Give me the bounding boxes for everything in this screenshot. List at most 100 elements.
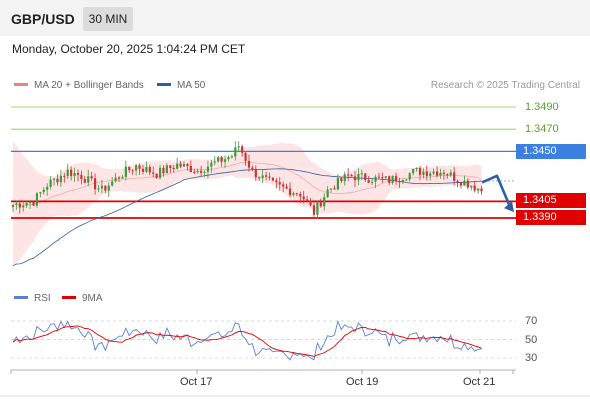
candle-body bbox=[254, 168, 257, 178]
candle-body bbox=[381, 177, 384, 179]
candle-body bbox=[237, 146, 240, 148]
legend-label-rsi: RSI bbox=[34, 293, 51, 304]
candle-body bbox=[435, 171, 439, 176]
rsi-tick-50: 50 bbox=[525, 334, 538, 346]
candle-body bbox=[299, 193, 302, 197]
legend-label-rsi-ma: 9MA bbox=[82, 293, 103, 304]
candle-body bbox=[398, 181, 401, 183]
legend-swatch-ma50 bbox=[157, 82, 171, 86]
candle-body bbox=[377, 176, 381, 178]
bollinger-band-fill bbox=[13, 141, 482, 269]
candle-body bbox=[70, 169, 73, 176]
candle-body bbox=[326, 189, 329, 198]
candle-body bbox=[52, 178, 56, 180]
candle-body bbox=[449, 172, 452, 176]
candle-body bbox=[141, 168, 145, 172]
legend-swatch-rsi-ma bbox=[62, 295, 76, 299]
candle-body bbox=[83, 179, 86, 183]
candle-body bbox=[22, 205, 25, 208]
candle-body bbox=[446, 174, 449, 176]
candle-body bbox=[93, 178, 97, 190]
candle-body bbox=[172, 167, 175, 169]
candle-body bbox=[470, 185, 473, 188]
legend-rsi: RSI bbox=[14, 293, 51, 304]
candle-body bbox=[189, 165, 192, 173]
candle-body bbox=[429, 173, 432, 176]
legend-label-ma50: MA 50 bbox=[177, 80, 206, 91]
candle-body bbox=[42, 189, 45, 193]
candle-body bbox=[114, 177, 117, 182]
legend-rsi-ma: 9MA bbox=[62, 293, 103, 304]
candle-body bbox=[453, 172, 456, 181]
rsi-line bbox=[12, 319, 482, 361]
candle-body bbox=[25, 203, 28, 206]
candle-body bbox=[18, 203, 21, 208]
candle-body bbox=[66, 169, 69, 177]
candle-body bbox=[442, 172, 446, 175]
candle-body bbox=[76, 172, 80, 175]
rsi-ma-line bbox=[12, 325, 482, 357]
candle-body bbox=[295, 193, 298, 195]
candle-body bbox=[275, 180, 278, 183]
candle-body bbox=[169, 165, 172, 168]
candle-body bbox=[80, 174, 83, 180]
legend-swatch-bollinger bbox=[14, 82, 28, 86]
candle-body bbox=[418, 167, 422, 175]
candle-body bbox=[100, 185, 104, 189]
candle-body bbox=[357, 174, 360, 181]
rsi-tick-70: 70 bbox=[525, 315, 538, 327]
candle-body bbox=[384, 176, 387, 178]
candle-body bbox=[408, 173, 411, 180]
candle-body bbox=[353, 176, 357, 181]
candle-body bbox=[282, 184, 285, 187]
candle-body bbox=[347, 174, 350, 176]
candle-body bbox=[87, 176, 90, 183]
candle-body bbox=[278, 182, 281, 185]
candle-body bbox=[288, 188, 292, 196]
candle-body bbox=[463, 180, 466, 186]
level-label-1: 1.3490 bbox=[525, 101, 559, 113]
candle-body bbox=[422, 171, 425, 175]
candle-body bbox=[220, 156, 223, 162]
candle-body bbox=[394, 175, 398, 182]
candle-body bbox=[223, 159, 227, 162]
candle-body bbox=[261, 175, 264, 179]
candle-body bbox=[182, 163, 186, 167]
candle-body bbox=[11, 204, 15, 207]
ma-layer bbox=[12, 168, 482, 267]
candle-body bbox=[316, 202, 319, 215]
candle-body bbox=[432, 171, 435, 174]
candle-body bbox=[196, 170, 199, 173]
candle-body bbox=[73, 172, 76, 176]
candle-body bbox=[306, 199, 309, 202]
candle-body bbox=[329, 188, 333, 190]
candle-body bbox=[374, 176, 377, 182]
candle-body bbox=[121, 176, 124, 179]
candle-body bbox=[350, 174, 353, 177]
candle-body bbox=[309, 201, 312, 206]
candle-body bbox=[145, 166, 148, 172]
candle-body bbox=[193, 172, 196, 174]
forecast-arrow bbox=[481, 174, 514, 213]
candle-body bbox=[415, 167, 418, 170]
candle-body bbox=[217, 156, 220, 162]
candle-body bbox=[264, 175, 268, 177]
candle-body bbox=[179, 163, 182, 167]
candle-body bbox=[456, 180, 459, 183]
candle-body bbox=[200, 170, 203, 173]
candle-body bbox=[186, 163, 189, 166]
candle-body bbox=[39, 192, 42, 194]
candle-body bbox=[371, 181, 374, 183]
candle-body bbox=[340, 178, 343, 182]
copyright: Research © 2025 Trading Central bbox=[430, 80, 580, 91]
timeframe-button[interactable]: 30 MIN bbox=[83, 7, 133, 31]
ma50-line bbox=[12, 168, 482, 267]
candle-body bbox=[234, 147, 237, 157]
candle-body bbox=[412, 169, 415, 174]
candle-body bbox=[107, 185, 110, 191]
candle-body bbox=[63, 175, 66, 177]
candle-body bbox=[56, 178, 59, 183]
level-label-2: 1.3470 bbox=[525, 123, 559, 135]
bollinger-layer bbox=[12, 141, 482, 269]
